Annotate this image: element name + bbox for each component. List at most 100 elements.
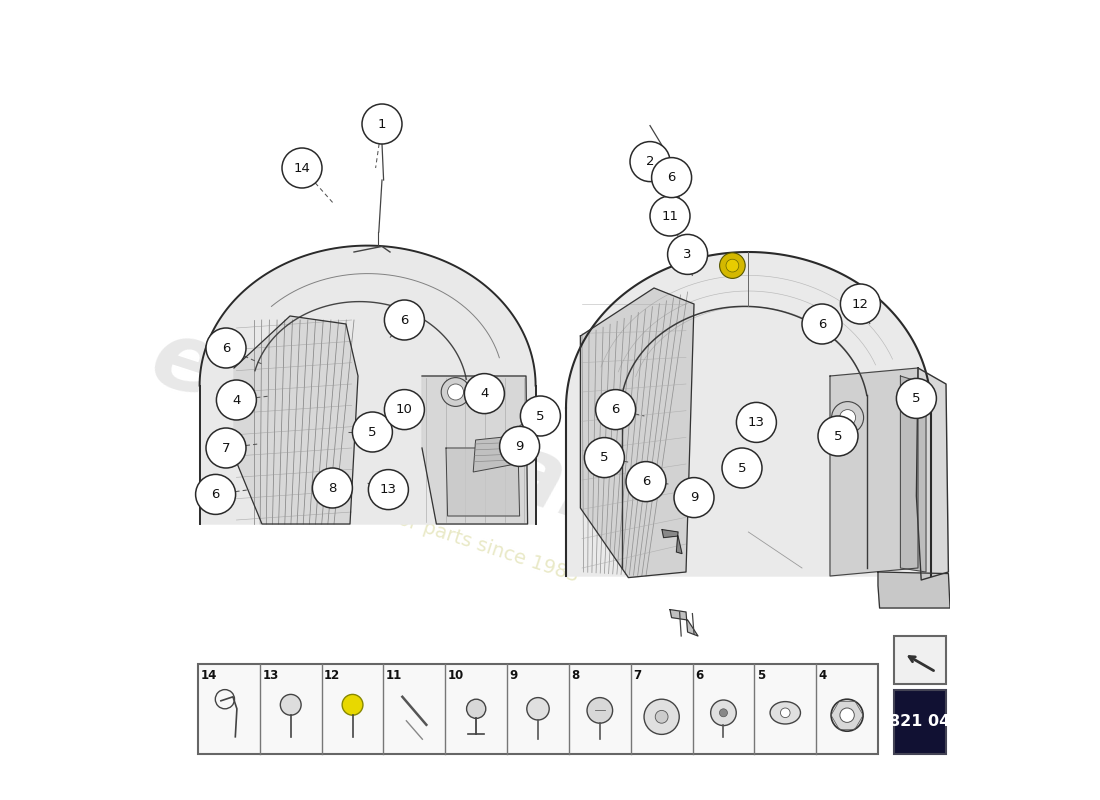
Circle shape (656, 710, 668, 723)
Circle shape (342, 694, 363, 715)
Text: 5: 5 (368, 426, 376, 438)
Text: 9: 9 (516, 440, 524, 453)
Polygon shape (422, 376, 528, 524)
Circle shape (736, 402, 777, 442)
Polygon shape (581, 288, 694, 578)
Text: 14: 14 (294, 162, 310, 174)
Circle shape (280, 694, 301, 715)
Text: 12: 12 (324, 669, 340, 682)
Circle shape (464, 374, 505, 414)
Circle shape (674, 478, 714, 518)
Circle shape (719, 253, 745, 278)
Circle shape (384, 390, 425, 430)
Text: 11: 11 (661, 210, 679, 222)
Ellipse shape (770, 702, 801, 724)
Circle shape (650, 196, 690, 236)
Text: 5: 5 (757, 669, 764, 682)
Circle shape (818, 416, 858, 456)
Circle shape (726, 259, 739, 272)
Text: 6: 6 (695, 669, 703, 682)
Circle shape (668, 234, 707, 274)
Text: 6: 6 (641, 475, 650, 488)
Text: 5: 5 (834, 430, 843, 442)
Text: 8: 8 (328, 482, 337, 494)
Polygon shape (473, 436, 516, 472)
Text: 5: 5 (912, 392, 921, 405)
Circle shape (626, 462, 666, 502)
Text: 9: 9 (509, 669, 518, 682)
Text: 11: 11 (386, 669, 403, 682)
Text: 2: 2 (646, 155, 654, 168)
Text: 4: 4 (232, 394, 241, 406)
Circle shape (441, 378, 470, 406)
Circle shape (802, 304, 842, 344)
Text: 5: 5 (738, 462, 746, 474)
Text: eurospares: eurospares (140, 312, 736, 584)
Text: 5: 5 (536, 410, 544, 422)
Text: 1: 1 (377, 118, 386, 130)
Circle shape (584, 438, 625, 478)
Text: 4: 4 (481, 387, 488, 400)
Circle shape (466, 699, 486, 718)
Text: 5: 5 (601, 451, 608, 464)
Circle shape (196, 474, 235, 514)
Circle shape (206, 428, 246, 468)
Circle shape (644, 699, 679, 734)
Text: 14: 14 (200, 669, 217, 682)
Circle shape (527, 698, 549, 720)
Circle shape (206, 328, 246, 368)
Polygon shape (830, 368, 918, 576)
Circle shape (312, 468, 352, 508)
Polygon shape (662, 530, 682, 554)
Circle shape (781, 708, 790, 718)
Polygon shape (199, 246, 536, 524)
Circle shape (839, 410, 856, 426)
Circle shape (384, 300, 425, 340)
Text: 6: 6 (211, 488, 220, 501)
Circle shape (832, 699, 864, 731)
Circle shape (282, 148, 322, 188)
Circle shape (719, 709, 727, 717)
Text: 7: 7 (222, 442, 230, 454)
Circle shape (832, 402, 864, 434)
Circle shape (595, 390, 636, 430)
Polygon shape (878, 572, 950, 608)
Circle shape (722, 448, 762, 488)
Text: 8: 8 (571, 669, 580, 682)
Polygon shape (234, 316, 358, 524)
Polygon shape (670, 610, 698, 636)
Polygon shape (916, 368, 948, 580)
Circle shape (896, 378, 936, 418)
Circle shape (520, 396, 560, 436)
Text: 6: 6 (400, 314, 408, 326)
Text: 4: 4 (818, 669, 827, 682)
Circle shape (651, 158, 692, 198)
Polygon shape (446, 448, 519, 516)
FancyBboxPatch shape (894, 636, 946, 684)
Text: 6: 6 (668, 171, 675, 184)
Text: 6: 6 (612, 403, 619, 416)
Text: 6: 6 (222, 342, 230, 354)
Polygon shape (901, 376, 926, 572)
Circle shape (840, 708, 855, 722)
Text: 3: 3 (683, 248, 692, 261)
Circle shape (630, 142, 670, 182)
Text: 13: 13 (379, 483, 397, 496)
Text: 10: 10 (396, 403, 412, 416)
Circle shape (217, 380, 256, 420)
Text: 6: 6 (817, 318, 826, 330)
Circle shape (840, 284, 880, 324)
Circle shape (368, 470, 408, 510)
Circle shape (448, 384, 463, 400)
Text: 9: 9 (690, 491, 698, 504)
FancyBboxPatch shape (198, 664, 878, 754)
Circle shape (587, 698, 613, 723)
Text: 13: 13 (262, 669, 278, 682)
Circle shape (362, 104, 402, 144)
Text: 821 04: 821 04 (890, 714, 950, 729)
Text: 7: 7 (634, 669, 641, 682)
Text: 12: 12 (851, 298, 869, 310)
Circle shape (352, 412, 393, 452)
Text: a passion for parts since 1985: a passion for parts since 1985 (295, 478, 581, 586)
Circle shape (711, 700, 736, 726)
